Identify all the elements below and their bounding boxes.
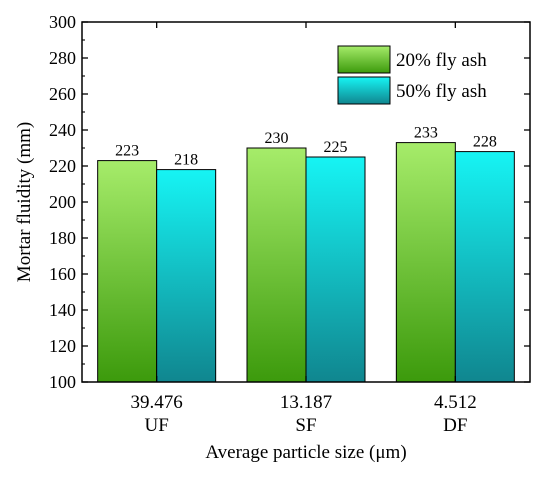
y-tick-label: 140 bbox=[49, 300, 76, 320]
y-tick-label: 180 bbox=[49, 228, 76, 248]
bar-sf-series-1 bbox=[246, 147, 307, 383]
legend-swatch bbox=[337, 45, 391, 74]
legend-label: 20% fly ash bbox=[396, 50, 487, 71]
bar-df-series-2 bbox=[454, 151, 515, 383]
y-tick-label: 100 bbox=[49, 372, 76, 392]
x-tick-label-name: SF bbox=[295, 415, 316, 436]
bar-value-label: 230 bbox=[265, 130, 289, 147]
x-tick-label-size: 4.512 bbox=[434, 392, 477, 413]
bar-df-series-1 bbox=[395, 142, 456, 383]
value-labels-layer: 223 218 230 225 233 228 bbox=[115, 125, 497, 169]
y-tick-label: 240 bbox=[49, 120, 76, 140]
y-tick-label: 280 bbox=[49, 48, 76, 68]
bar-value-label: 228 bbox=[473, 134, 497, 151]
y-tick-label: 300 bbox=[49, 12, 76, 32]
y-tick-label: 260 bbox=[49, 84, 76, 104]
x-tick-label-size: 13.187 bbox=[280, 392, 332, 413]
y-tick-label: 160 bbox=[49, 264, 76, 284]
y-axis: 100 120 140 160 180 200 220 240 260 280 300 bbox=[49, 12, 530, 392]
bars-layer bbox=[97, 142, 515, 383]
bar-uf-series-2 bbox=[156, 169, 217, 383]
y-axis-label: Mortar fluidity (mm) bbox=[14, 122, 35, 282]
x-tick-label-name: UF bbox=[145, 415, 169, 436]
x-tick-label-name: DF bbox=[443, 415, 467, 436]
bar-uf-series-1 bbox=[97, 160, 158, 383]
bar-value-label: 218 bbox=[174, 152, 198, 169]
y-tick-label: 120 bbox=[49, 336, 76, 356]
x-axis-label: Average particle size (μm) bbox=[205, 442, 406, 463]
legend-swatch bbox=[337, 76, 391, 105]
bar-value-label: 223 bbox=[115, 143, 139, 160]
legend-label: 50% fly ash bbox=[396, 81, 487, 102]
bar-value-label: 225 bbox=[324, 139, 348, 156]
x-tick-label-size: 39.476 bbox=[131, 392, 183, 413]
legend: 20% fly ash 50% fly ash bbox=[337, 45, 487, 105]
bar-value-label: 233 bbox=[414, 125, 438, 142]
y-tick-label: 200 bbox=[49, 192, 76, 212]
bar-sf-series-2 bbox=[305, 156, 366, 383]
y-tick-label: 220 bbox=[49, 156, 76, 176]
